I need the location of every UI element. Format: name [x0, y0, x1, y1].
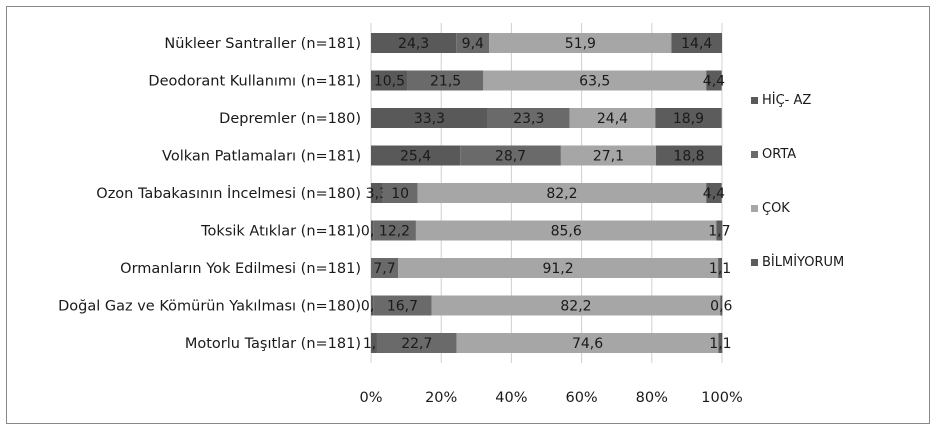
legend-swatch [751, 205, 758, 212]
bar-segment [489, 33, 672, 53]
legend-swatch [751, 151, 758, 158]
category-label: Ozon Tabakasının İncelmesi (n=180) [96, 184, 361, 202]
data-label: 18,9 [673, 111, 704, 127]
bar-segment [718, 258, 722, 278]
bar-segment [720, 295, 723, 316]
data-label: 3,3 [366, 186, 388, 202]
bar-segment [456, 333, 719, 353]
bar-segment [371, 70, 408, 91]
data-label: 4,4 [703, 186, 725, 202]
data-label: 0,6 [710, 299, 732, 315]
legend-label: HİÇ- AZ [762, 92, 811, 108]
data-label: 4,4 [703, 74, 725, 90]
category-label: Nükleer Santraller (n=181) [164, 36, 361, 52]
category-label: Doğal Gaz ve Kömürün Yakılması (n=180) [58, 299, 361, 315]
bar-segment [417, 183, 707, 203]
bar-segment [371, 33, 457, 53]
data-label: 1,1 [709, 261, 731, 277]
bar-segment [483, 70, 707, 91]
data-label: 28,7 [495, 149, 526, 165]
bar-segment [398, 258, 719, 278]
data-label: 21,5 [430, 74, 461, 90]
data-label: 25,4 [400, 149, 431, 165]
bar-segment [569, 108, 656, 128]
data-label: 12,2 [379, 224, 410, 240]
bar-segment [456, 33, 490, 53]
bar-segment [371, 220, 374, 241]
x-tick-labels: 0% 20% 40% 60% 80% 100% [359, 390, 742, 406]
data-label: 85,6 [551, 224, 582, 240]
category-label: Volkan Patlamaları (n=181) [162, 149, 361, 165]
x-tick-label: 20% [425, 390, 457, 406]
bar-segment [706, 70, 722, 91]
legend: HİÇ- AZ ORTA ÇOK BİLMİYORUM [751, 92, 844, 270]
bar-segment [371, 333, 377, 353]
x-tick-label: 60% [565, 390, 597, 406]
data-label: 91,2 [542, 261, 573, 277]
data-label: 51,9 [565, 36, 596, 52]
legend-swatch [751, 259, 758, 266]
bar-segment [373, 295, 432, 316]
data-label: 14,4 [681, 36, 712, 52]
bar-segment [560, 145, 657, 166]
bar-segment [371, 108, 488, 128]
bar-segment [376, 333, 457, 353]
data-label: 23,3 [513, 111, 544, 127]
x-tick-label: 80% [636, 390, 668, 406]
bar-segment [407, 70, 484, 91]
data-label: 22,7 [401, 336, 432, 352]
bar-segment [460, 145, 561, 166]
data-label: 63,5 [579, 74, 610, 90]
data-label: 24,4 [597, 111, 628, 127]
bar-segment [706, 183, 722, 203]
category-label: Depremler (n=180) [219, 111, 361, 127]
category-label: Toksik Atıklar (n=181) [200, 224, 361, 240]
legend-label: ORTA [762, 147, 796, 162]
bar-segment [373, 220, 416, 241]
bar-segment [371, 183, 383, 203]
data-label: 74,6 [572, 336, 603, 352]
data-label: 18,8 [673, 149, 704, 165]
bar-segment [371, 145, 461, 166]
bar-segment [415, 220, 717, 241]
bar-segment [716, 220, 723, 241]
bar-segment [656, 145, 722, 166]
bar-segment [371, 295, 374, 316]
data-label: 9,4 [462, 36, 484, 52]
legend-swatch [751, 97, 758, 104]
data-label: 1,7 [708, 224, 730, 240]
bar-segment [371, 258, 399, 278]
bar-segment [382, 183, 418, 203]
data-label: 10 [391, 186, 409, 202]
data-label: 82,2 [560, 299, 591, 315]
category-label: Ormanların Yok Edilmesi (n=181) [120, 261, 361, 277]
stacked-bar-chart: 24,3 9,4 51,9 14,4 10,5 21,5 63,5 4,4 33,3 23,3 24… [58, 23, 844, 406]
data-label: 7,7 [373, 261, 395, 277]
data-label: 16,7 [387, 299, 418, 315]
x-tick-label: 100% [701, 390, 742, 406]
bar-segment [718, 333, 723, 353]
bar-segment [431, 295, 721, 316]
category-label: Motorlu Taşıtlar (n=181) [185, 336, 361, 352]
data-label: 27,1 [593, 149, 624, 165]
bars: 24,3 9,4 51,9 14,4 10,5 21,5 63,5 4,4 33,3 23,3 24… [361, 33, 733, 353]
data-label: 24,3 [398, 36, 429, 52]
data-label: 33,3 [414, 111, 445, 127]
category-labels: Nükleer Santraller (n=181) Deodorant Kull… [58, 36, 361, 352]
x-tick-label: 0% [359, 390, 382, 406]
bar-segment [487, 108, 570, 128]
chart-frame: 24,3 9,4 51,9 14,4 10,5 21,5 63,5 4,4 33,3 23,3 24… [6, 6, 930, 424]
category-label: Deodorant Kullanımı (n=181) [148, 74, 361, 90]
data-label: 1,1 [709, 336, 731, 352]
x-tick-label: 40% [495, 390, 527, 406]
bar-segment [655, 108, 722, 128]
data-label: 10,5 [374, 74, 405, 90]
legend-label: BİLMİYORUM [762, 254, 844, 270]
data-label: 82,2 [546, 186, 577, 202]
legend-label: ÇOK [762, 201, 790, 216]
bar-segment [671, 33, 722, 53]
